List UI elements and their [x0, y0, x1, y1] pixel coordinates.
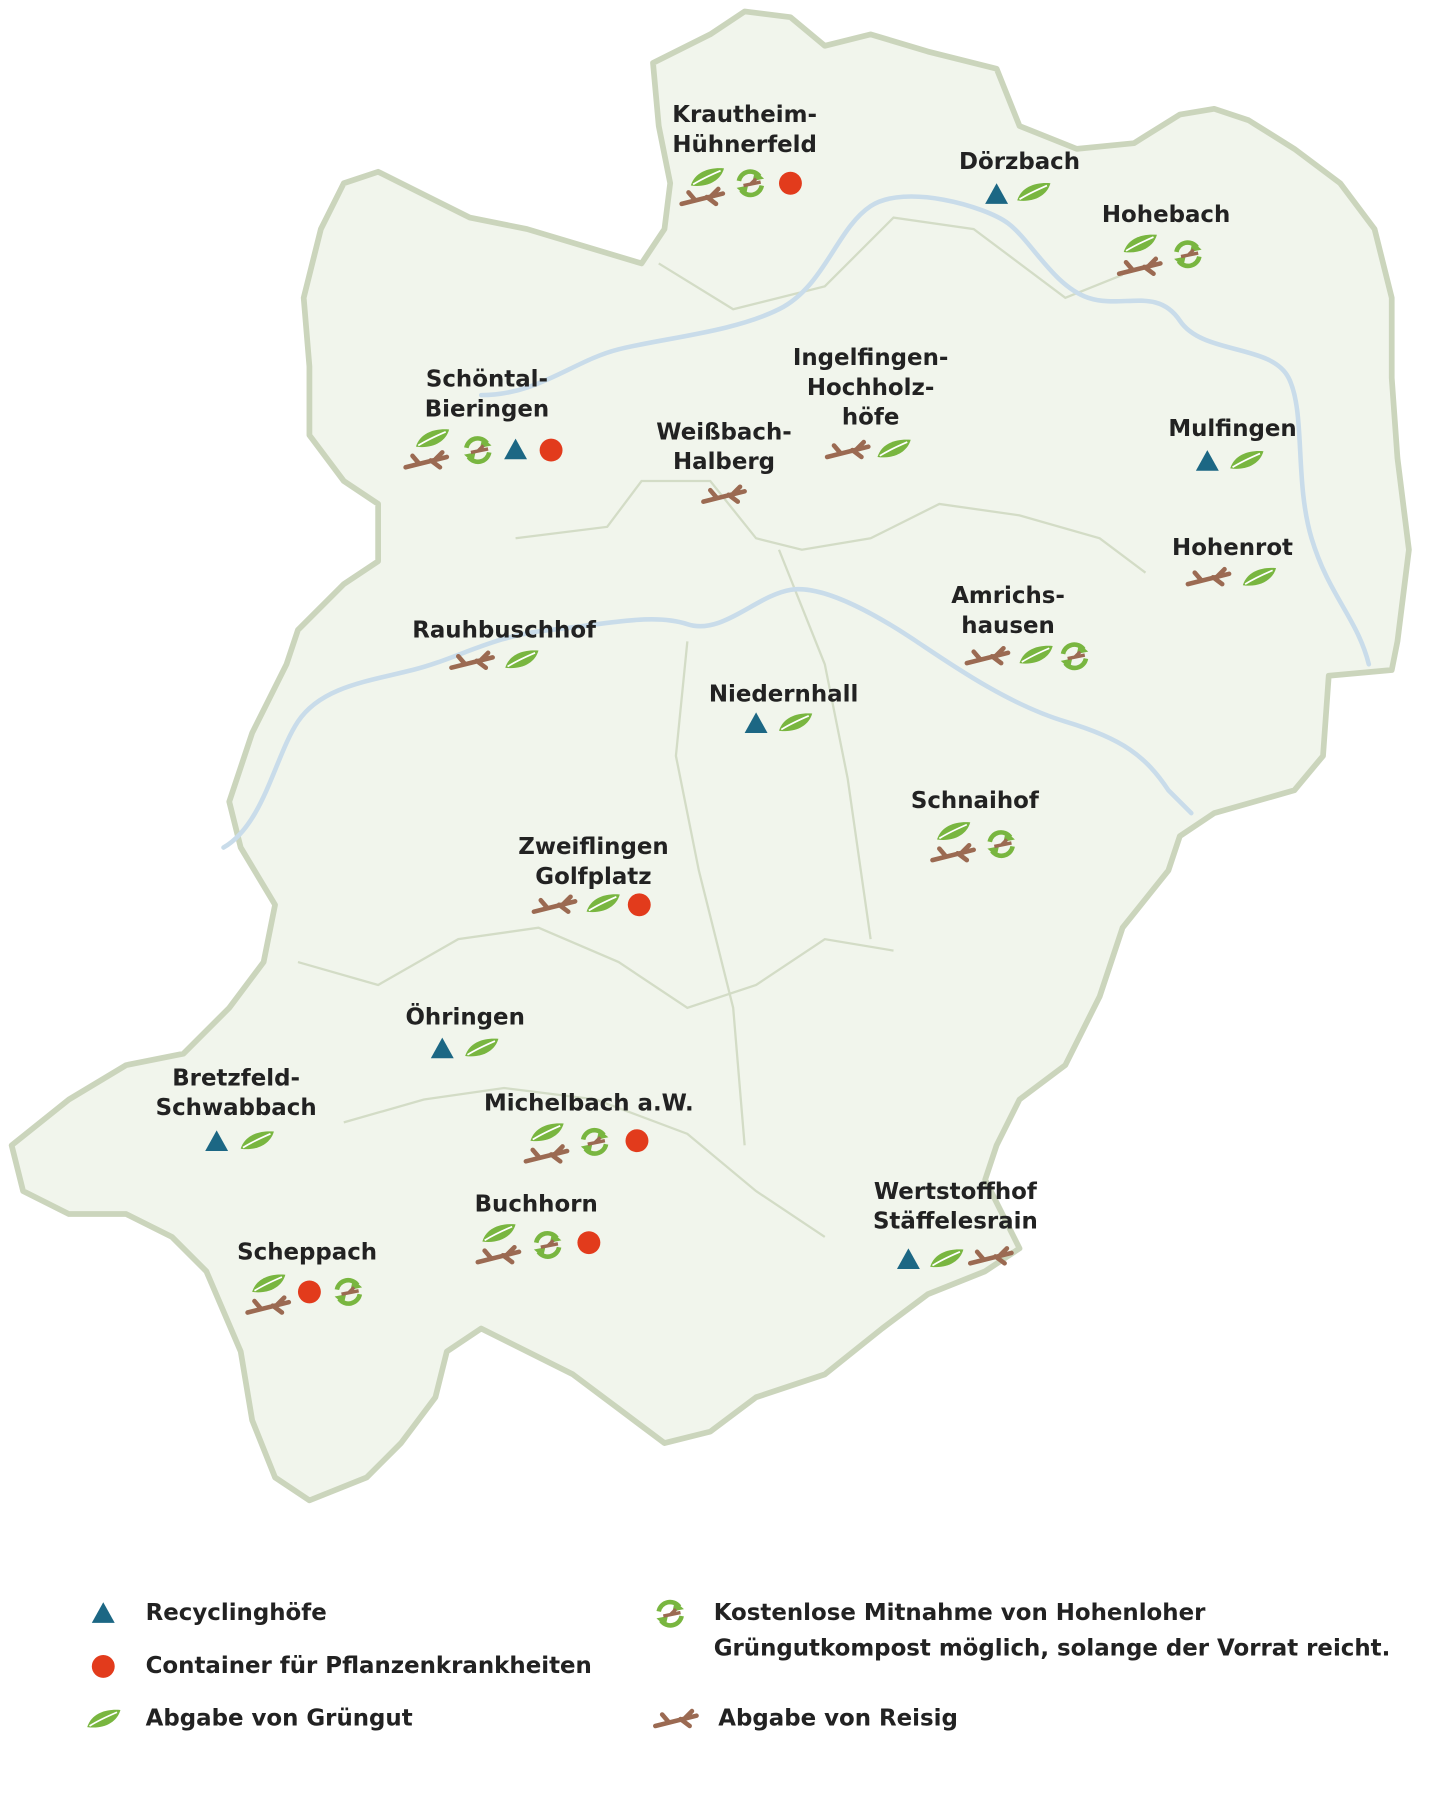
- place-label: höfe: [842, 405, 900, 431]
- place: Mulfingen: [1168, 416, 1297, 471]
- icon-dot: [297, 1280, 321, 1304]
- place-label: Bretzfeld-: [172, 1065, 300, 1091]
- legend: Recyclinghöfe Container für Pflanzenkrank…: [86, 1600, 1390, 1732]
- legend-item: Abgabe von Reisig: [655, 1706, 958, 1732]
- place-label: Hühnerfeld: [672, 132, 817, 158]
- place-label: Wertstoffhof: [874, 1179, 1038, 1205]
- legend-label: Abgabe von Reisig: [718, 1706, 958, 1732]
- place-label: Bieringen: [425, 397, 549, 423]
- place-label: Amrichs-: [951, 583, 1065, 609]
- place-label: Schnaihof: [911, 788, 1040, 814]
- place-label: Schwabbach: [156, 1095, 317, 1121]
- legend-label: Container für Pflanzenkrankheiten: [146, 1653, 592, 1679]
- icon-br: [655, 1711, 696, 1726]
- place: Amrichs-hausen: [951, 583, 1088, 669]
- place-label: Rauhbuschhof: [412, 618, 597, 644]
- place: Zweiflingen Golfplatz: [518, 834, 669, 917]
- place: Schöntal- Bieringen: [406, 367, 563, 468]
- place-label: Öhringen: [405, 1003, 524, 1031]
- place-label: Zweiflingen: [518, 834, 668, 860]
- icon-tri: [91, 1602, 115, 1623]
- place: Öhringen: [405, 1003, 525, 1059]
- rivers: [221, 194, 1372, 850]
- place-label: Hohenrot: [1172, 535, 1293, 561]
- place-label: Michelbach a.W.: [484, 1091, 694, 1117]
- icon-dot: [625, 1129, 649, 1153]
- legend-item: Kostenlose Mitnahme von Hohenloher Grüngu…: [656, 1600, 1390, 1662]
- place: Wertstoffhof Stäffelesrain: [873, 1179, 1038, 1269]
- place-label: Dörzbach: [959, 149, 1080, 175]
- place: Scheppach: [237, 1239, 377, 1312]
- place-label: hausen: [961, 613, 1055, 639]
- place-label: Stäffelesrain: [873, 1209, 1038, 1235]
- place-label: Halberg: [673, 449, 775, 475]
- place-label: Golfplatz: [535, 864, 651, 890]
- place-label: Buchhorn: [475, 1191, 598, 1217]
- place: Rauhbuschhof: [412, 618, 597, 669]
- legend-label: Kostenlose Mitnahme von Hohenloher: [714, 1600, 1206, 1626]
- place-label: Niedernhall: [709, 682, 858, 708]
- place: Buchhorn: [475, 1191, 601, 1262]
- place: Dörzbach: [959, 149, 1080, 204]
- icon-leaf: [86, 1708, 122, 1729]
- place: Hohenrot: [1172, 535, 1293, 587]
- icon-dot: [91, 1654, 115, 1678]
- icon-dot: [778, 171, 802, 195]
- place: Bretzfeld- Schwabbach: [156, 1065, 317, 1152]
- place-label: Hochholz-: [807, 375, 934, 401]
- legend-label: Abgabe von Grüngut: [146, 1706, 413, 1732]
- place: Hohebach: [1102, 202, 1230, 274]
- place: Ingelfingen- Hochholz-höfe: [793, 345, 949, 457]
- legend-item: Abgabe von Grüngut: [86, 1706, 413, 1732]
- places: Krautheim- Hühnerfeld Dörzbach Hohebach Schö…: [156, 102, 1297, 1312]
- place-label: Krautheim-: [672, 102, 817, 128]
- icon-dot: [627, 893, 651, 917]
- icon-rec: [656, 1601, 683, 1626]
- region: [8, 8, 1412, 1504]
- icon-dot: [539, 438, 563, 462]
- place: Michelbach a.W.: [484, 1091, 694, 1162]
- legend-item: Recyclinghöfe: [91, 1600, 327, 1626]
- place-label: Mulfingen: [1168, 416, 1296, 442]
- place: Schnaihof: [911, 788, 1040, 860]
- icon-dot: [577, 1231, 601, 1255]
- place-label: Hohebach: [1102, 202, 1230, 228]
- district-borders: [297, 216, 1147, 1238]
- legend-label: Recyclinghöfe: [146, 1600, 327, 1626]
- legend-item: Container für Pflanzenkrankheiten: [91, 1653, 592, 1679]
- place: Krautheim- Hühnerfeld: [672, 102, 817, 204]
- place: Niedernhall: [709, 682, 858, 733]
- legend-label: Grüngutkompost möglich, solange der Vorr…: [714, 1636, 1391, 1662]
- place-label: Ingelfingen-: [793, 345, 949, 371]
- place-label: Scheppach: [237, 1239, 377, 1265]
- place-label: Schöntal-: [426, 367, 548, 393]
- place: Weißbach- Halberg: [656, 419, 792, 501]
- place-label: Weißbach-: [656, 419, 791, 445]
